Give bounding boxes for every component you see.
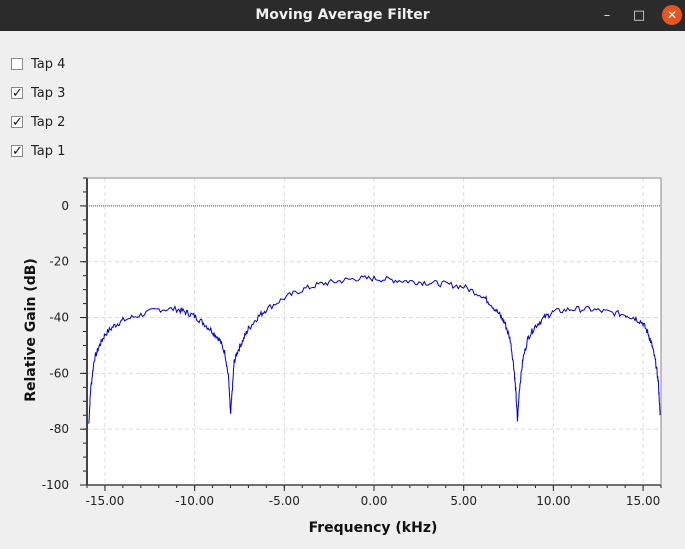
tap-1-checkbox[interactable]: ✓ Tap 1 xyxy=(11,142,65,160)
gain-trace xyxy=(88,274,661,424)
y-tick-label: -60 xyxy=(49,366,69,380)
minimize-icon[interactable]: – xyxy=(603,8,611,23)
axes: -15.00 -10.00 -5.00 0.00 5.00 10.00 15.00 0 -20 -… xyxy=(42,177,662,508)
tap-4-checkbox[interactable]: Tap 4 xyxy=(11,55,65,73)
x-tick-label: 0.00 xyxy=(361,494,388,508)
title-bar: Moving Average Filter – □ ✕ xyxy=(0,0,685,31)
y-tick-label: 0 xyxy=(61,199,69,213)
grid-lines xyxy=(87,178,661,486)
y-tick-label: -40 xyxy=(49,311,69,325)
checkbox-box[interactable]: ✓ xyxy=(11,144,23,159)
tap-3-checkbox[interactable]: ✓ Tap 3 xyxy=(11,84,65,102)
x-tick-label: -10.00 xyxy=(175,494,214,508)
maximize-icon[interactable]: □ xyxy=(632,8,646,23)
window-title: Moving Average Filter xyxy=(255,7,430,23)
checkbox-label: Tap 2 xyxy=(31,114,66,130)
close-icon[interactable]: ✕ xyxy=(662,5,682,25)
frequency-response-plot[interactable]: -15.00 -10.00 -5.00 0.00 5.00 10.00 15.00 0 -20 -… xyxy=(0,170,685,545)
x-axis-label: Frequency (kHz) xyxy=(309,520,438,536)
checkbox-label: Tap 1 xyxy=(31,143,66,159)
plot-svg[interactable]: -15.00 -10.00 -5.00 0.00 5.00 10.00 15.00 0 -20 -… xyxy=(0,170,685,545)
y-tick-label: -20 xyxy=(49,255,69,269)
tap-2-checkbox[interactable]: ✓ Tap 2 xyxy=(11,113,65,131)
checkbox-box[interactable]: ✓ xyxy=(11,86,23,101)
x-tick-label: 5.00 xyxy=(450,494,477,508)
checkbox-label: Tap 3 xyxy=(31,85,66,101)
checkbox-label: Tap 4 xyxy=(31,56,66,72)
traces xyxy=(87,205,661,424)
x-tick-label: -15.00 xyxy=(86,494,125,508)
y-tick-label: -80 xyxy=(49,422,69,436)
x-tick-label: 10.00 xyxy=(536,494,570,508)
x-tick-label: 15.00 xyxy=(626,494,660,508)
checkbox-box[interactable] xyxy=(11,58,23,70)
checkbox-box[interactable]: ✓ xyxy=(11,115,23,130)
y-axis-label: Relative Gain (dB) xyxy=(23,258,39,402)
x-tick-label: -5.00 xyxy=(269,494,300,508)
y-tick-label: -100 xyxy=(42,478,69,492)
